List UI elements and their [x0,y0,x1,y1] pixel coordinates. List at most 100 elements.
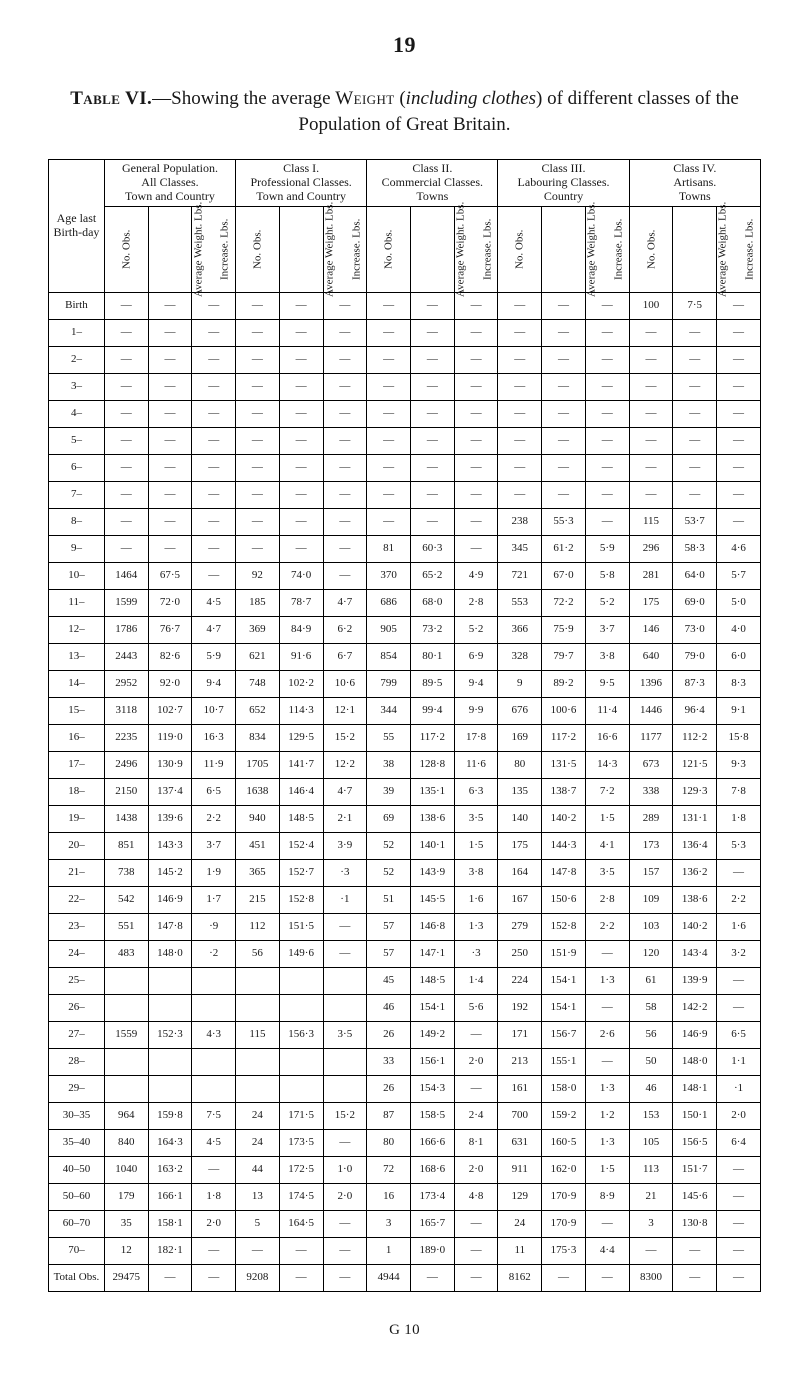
data-cell: 146 [629,616,673,643]
data-cell: — [367,508,411,535]
data-cell: 149·6 [279,940,323,967]
data-cell: 164·5 [279,1210,323,1237]
data-cell: 120 [629,940,673,967]
data-cell: — [192,1156,236,1183]
subcol-label: No. Obs. [383,229,396,268]
data-cell: — [236,535,280,562]
data-cell: 224 [498,967,542,994]
data-cell: 5·9 [585,535,629,562]
data-cell: — [367,481,411,508]
subcol-1-1: Average Weight. Lbs. [279,206,323,292]
data-cell: 9·4 [454,670,498,697]
table-row: 30–35964159·87·524171·515·287158·52·4700… [49,1102,761,1129]
data-cell: 150·6 [542,886,586,913]
data-cell: 26 [367,1075,411,1102]
subcol-4-1: Average Weight. Lbs. [673,206,717,292]
data-cell: 72·2 [542,589,586,616]
data-cell: 1446 [629,697,673,724]
data-cell: — [629,319,673,346]
data-cell: 3·5 [323,1021,367,1048]
data-cell: 115 [629,508,673,535]
data-cell: 170·9 [542,1183,586,1210]
data-cell: 61 [629,967,673,994]
data-cell: 2·0 [323,1183,367,1210]
subcol-label: Increase. Lbs. [350,218,363,279]
data-cell: — [192,346,236,373]
data-cell: 551 [104,913,148,940]
data-cell: 82·6 [148,643,192,670]
data-cell: — [542,400,586,427]
data-cell [104,994,148,1021]
data-cell: 652 [236,697,280,724]
total-cell: — [410,1264,454,1291]
data-cell: 3·9 [323,832,367,859]
data-cell: 24 [498,1210,542,1237]
data-cell: 74·0 [279,562,323,589]
data-cell: 99·4 [410,697,454,724]
data-cell: 80 [498,751,542,778]
data-cell: 157 [629,859,673,886]
data-cell: — [673,346,717,373]
data-cell: — [498,481,542,508]
age-cell: 29– [49,1075,105,1102]
data-cell: 73·0 [673,616,717,643]
data-cell: 172·5 [279,1156,323,1183]
data-cell: — [367,400,411,427]
data-cell: 24 [236,1102,280,1129]
data-cell: — [454,454,498,481]
data-cell: 87·3 [673,670,717,697]
data-cell: — [717,1156,761,1183]
data-cell: — [585,346,629,373]
data-cell: — [498,319,542,346]
data-cell: 102·2 [279,670,323,697]
data-cell: — [148,400,192,427]
data-cell: 1·4 [454,967,498,994]
data-cell: 115 [236,1021,280,1048]
data-cell: 146·8 [410,913,454,940]
data-cell: 17·8 [454,724,498,751]
data-cell: 2·8 [585,886,629,913]
data-cell: — [367,427,411,454]
data-cell: — [498,400,542,427]
data-cell: 1040 [104,1156,148,1183]
data-cell: 121·5 [673,751,717,778]
group-header-3: Class III. Labouring Classes. Country [498,160,629,206]
table-row: 13–244382·65·962191·66·785480·16·932879·… [49,643,761,670]
data-cell: 112·2 [673,724,717,751]
data-cell: 281 [629,562,673,589]
data-cell: 1·5 [585,805,629,832]
data-cell: — [192,508,236,535]
age-cell: 11– [49,589,105,616]
data-cell: 451 [236,832,280,859]
data-cell: — [410,454,454,481]
age-header: Age last Birth-day [49,160,105,292]
data-cell: — [367,319,411,346]
data-cell: 105 [629,1129,673,1156]
data-cell: 1·6 [717,913,761,940]
data-cell: 169 [498,724,542,751]
age-cell: 21– [49,859,105,886]
data-cell: — [323,427,367,454]
group-title-2-3: Towns [369,190,495,204]
data-cell: 6·5 [192,778,236,805]
data-cell: — [585,994,629,1021]
table-row: 22–542146·91·7215152·8·151145·51·6167150… [49,886,761,913]
data-cell: — [629,346,673,373]
data-cell: 160·5 [542,1129,586,1156]
data-cell: 7·5 [673,292,717,319]
data-cell: 3·7 [585,616,629,643]
data-cell: 153 [629,1102,673,1129]
data-cell: 76·7 [148,616,192,643]
data-cell: 1599 [104,589,148,616]
data-cell: — [192,562,236,589]
data-cell: 92 [236,562,280,589]
data-cell: — [104,400,148,427]
data-cell: — [104,427,148,454]
data-cell: 130·9 [148,751,192,778]
data-cell: — [323,454,367,481]
data-cell: 148·0 [148,940,192,967]
data-cell: 171 [498,1021,542,1048]
group-title-1-2: Professional Classes. [238,176,364,190]
data-cell: 148·1 [673,1075,717,1102]
data-cell: — [192,1237,236,1264]
